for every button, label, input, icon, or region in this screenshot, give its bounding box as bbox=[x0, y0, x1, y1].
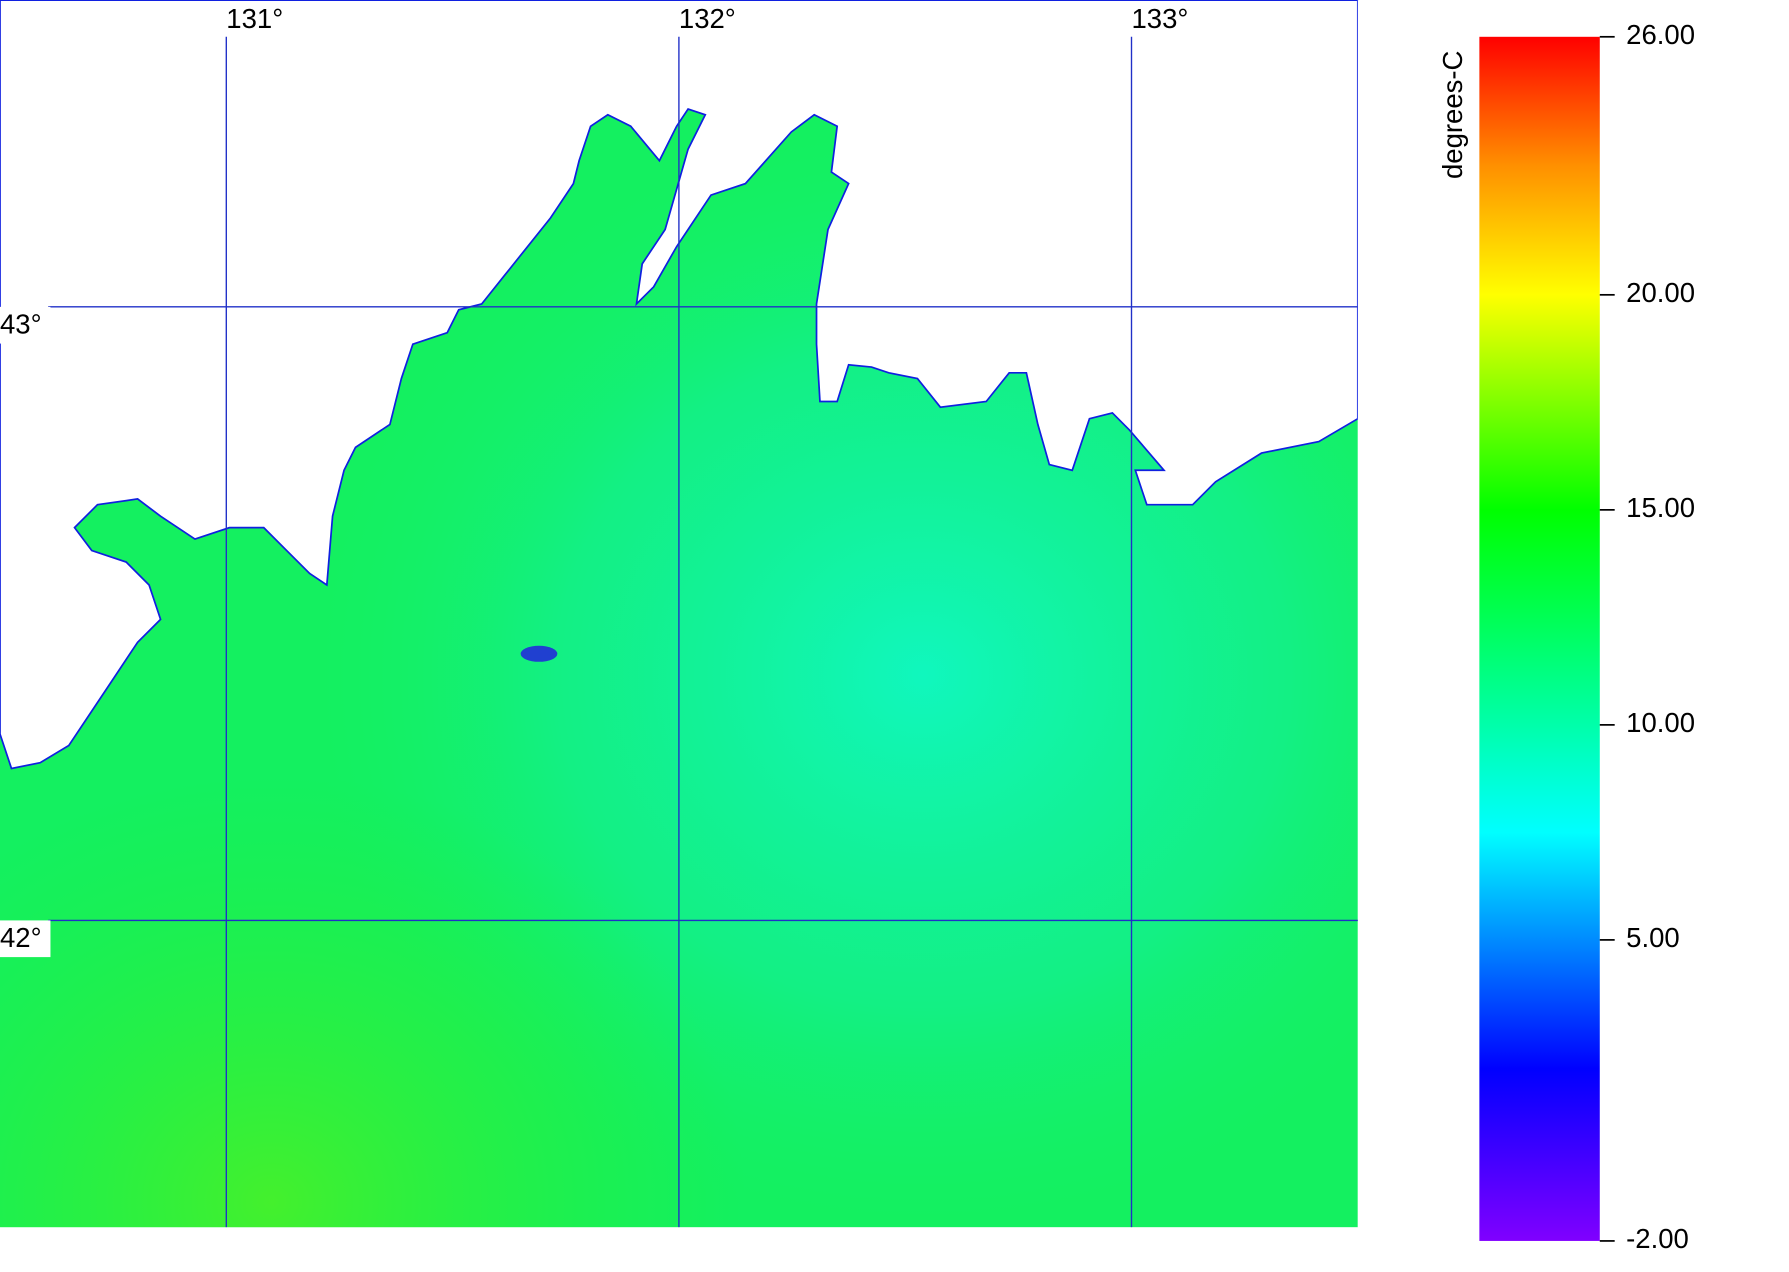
latitude-label: 43° bbox=[0, 309, 42, 340]
cold-spot bbox=[520, 645, 558, 662]
colorbar-title: degrees-C bbox=[1437, 51, 1468, 179]
colorbar-tick-label: -2.00 bbox=[1626, 1223, 1689, 1254]
latitude-label-bg bbox=[0, 306, 51, 344]
latitude-label-bg bbox=[0, 920, 51, 958]
land bbox=[0, 0, 1359, 770]
colorbar bbox=[1479, 36, 1600, 1241]
map-edge bbox=[1357, 0, 1365, 1228]
colorbar-tick-label: 5.00 bbox=[1626, 922, 1680, 953]
longitude-label: 132° bbox=[679, 3, 736, 34]
colorbar-tick-label: 26.00 bbox=[1626, 19, 1695, 50]
colorbar-tick-label: 20.00 bbox=[1626, 277, 1695, 308]
latitude-label: 42° bbox=[0, 922, 42, 953]
colorbar-tick-label: 10.00 bbox=[1626, 707, 1695, 738]
longitude-label: 131° bbox=[226, 3, 283, 34]
longitude-label: 133° bbox=[1132, 3, 1189, 34]
colorbar-tick-label: 15.00 bbox=[1626, 492, 1695, 523]
